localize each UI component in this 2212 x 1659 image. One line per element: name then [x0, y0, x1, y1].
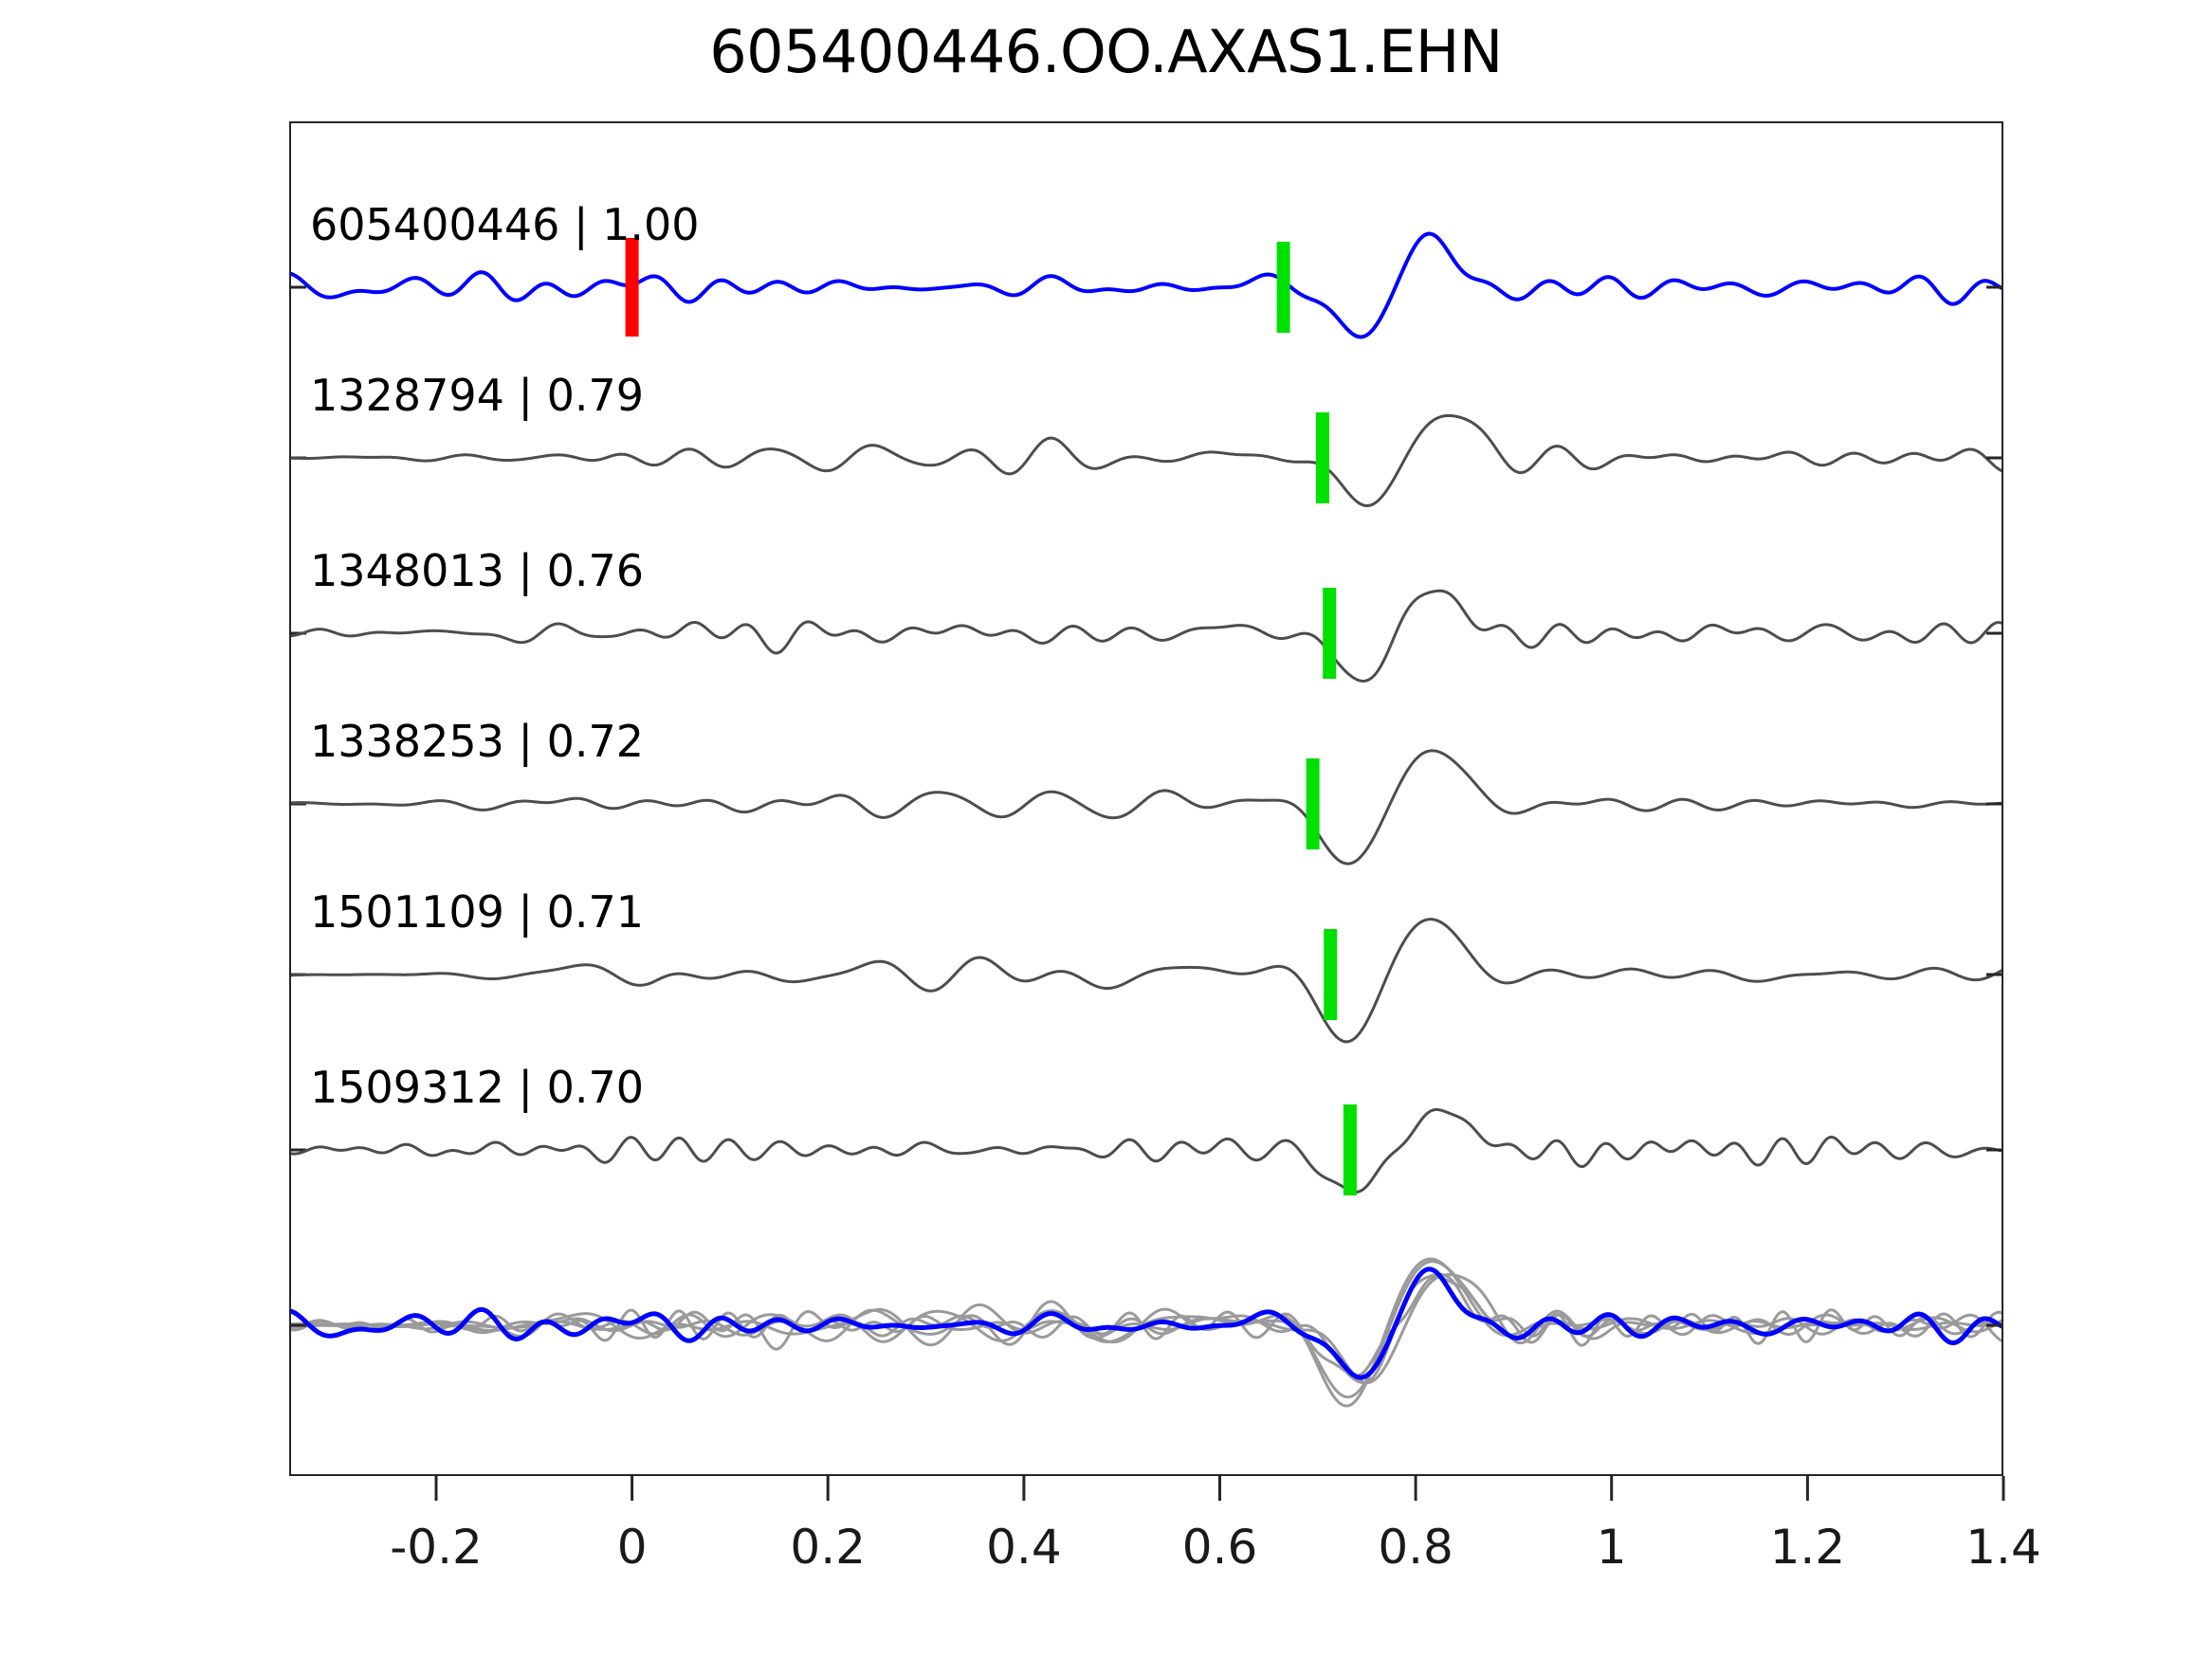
waveform-canvas: 605400446 | 1.00 1328794 | 0.79 1348013 | … [289, 121, 2003, 1476]
pick-marker [1323, 588, 1337, 679]
plot-area: 605400446 | 1.00 1328794 | 0.79 1348013 | … [289, 121, 2003, 1476]
pick-marker [1306, 758, 1320, 849]
waveform-trace [289, 413, 2003, 507]
traces-group [289, 231, 2003, 1408]
overlay-trace [289, 1275, 2003, 1377]
overlay-template-trace [289, 1267, 2003, 1380]
trace-label: 1509312 | 0.70 [310, 1062, 644, 1114]
x-axis-ticks: -0.2 0 0.2 0.4 0.6 0.8 1 1.2 1.4 [390, 1476, 2041, 1575]
x-tick-label: 1.2 [1770, 1520, 1846, 1575]
trace-label: 1501109 | 0.71 [310, 886, 644, 939]
waveform-trace [289, 1107, 2003, 1194]
trace-label: 1338253 | 0.72 [310, 716, 644, 768]
waveform-trace [289, 589, 2003, 683]
pick-marker [1316, 412, 1329, 503]
x-tick-label: 1.4 [1965, 1520, 2041, 1575]
pick-marker [1276, 242, 1290, 333]
trace-labels-group: 605400446 | 1.00 1328794 | 0.79 1348013 | … [310, 199, 700, 1114]
waveform-trace [289, 918, 2003, 1044]
pick-marker [1343, 1104, 1357, 1195]
x-tick-label: 0.4 [986, 1520, 1062, 1575]
waveform-trace [289, 749, 2003, 866]
trace-label: 1328794 | 0.79 [310, 370, 644, 422]
x-tick-label: 0 [617, 1520, 648, 1575]
overlay-trace [289, 1260, 2003, 1399]
plot-frame [289, 121, 2003, 1476]
x-tick-label: 0.2 [790, 1520, 866, 1575]
x-tick-label: -0.2 [390, 1520, 483, 1575]
origin-marker [625, 238, 639, 337]
stacked-overlay-panel [289, 1257, 2003, 1408]
x-tick-label: 0.6 [1182, 1520, 1258, 1575]
markers-group [625, 238, 1357, 1195]
page-title: 605400446.OO.AXAS1.EHN [709, 17, 1503, 86]
trace-label: 1348013 | 0.76 [310, 545, 644, 597]
x-tick-label: 0.8 [1378, 1520, 1453, 1575]
trace-label: 605400446 | 1.00 [310, 199, 700, 251]
x-tick-label: 1 [1597, 1520, 1627, 1575]
waveform-trace [289, 231, 2003, 339]
pick-marker [1324, 929, 1338, 1020]
